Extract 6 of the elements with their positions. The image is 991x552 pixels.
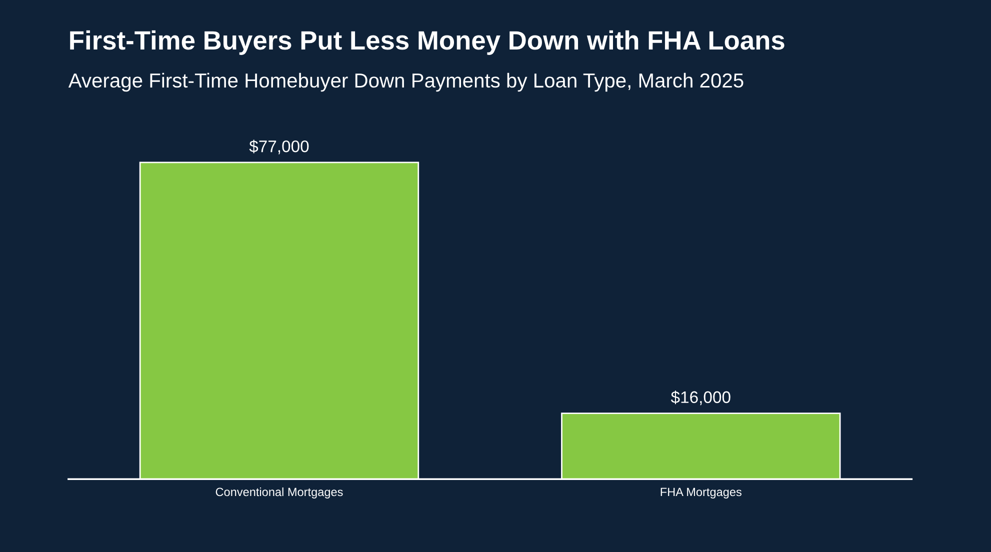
data-label: $16,000: [670, 390, 730, 406]
x-tick-label: Conventional Mortgages: [216, 487, 343, 498]
x-tick-label: FHA Mortgages: [660, 488, 742, 498]
chart-subtitle: Average First-Time Homebuyer Down Payments by Loan Type, March 2025: [68, 72, 744, 92]
data-label: $77,000: [249, 140, 309, 154]
chart-title: First-Time Buyers Put Less Money Down with FHA Loans: [70, 30, 784, 55]
